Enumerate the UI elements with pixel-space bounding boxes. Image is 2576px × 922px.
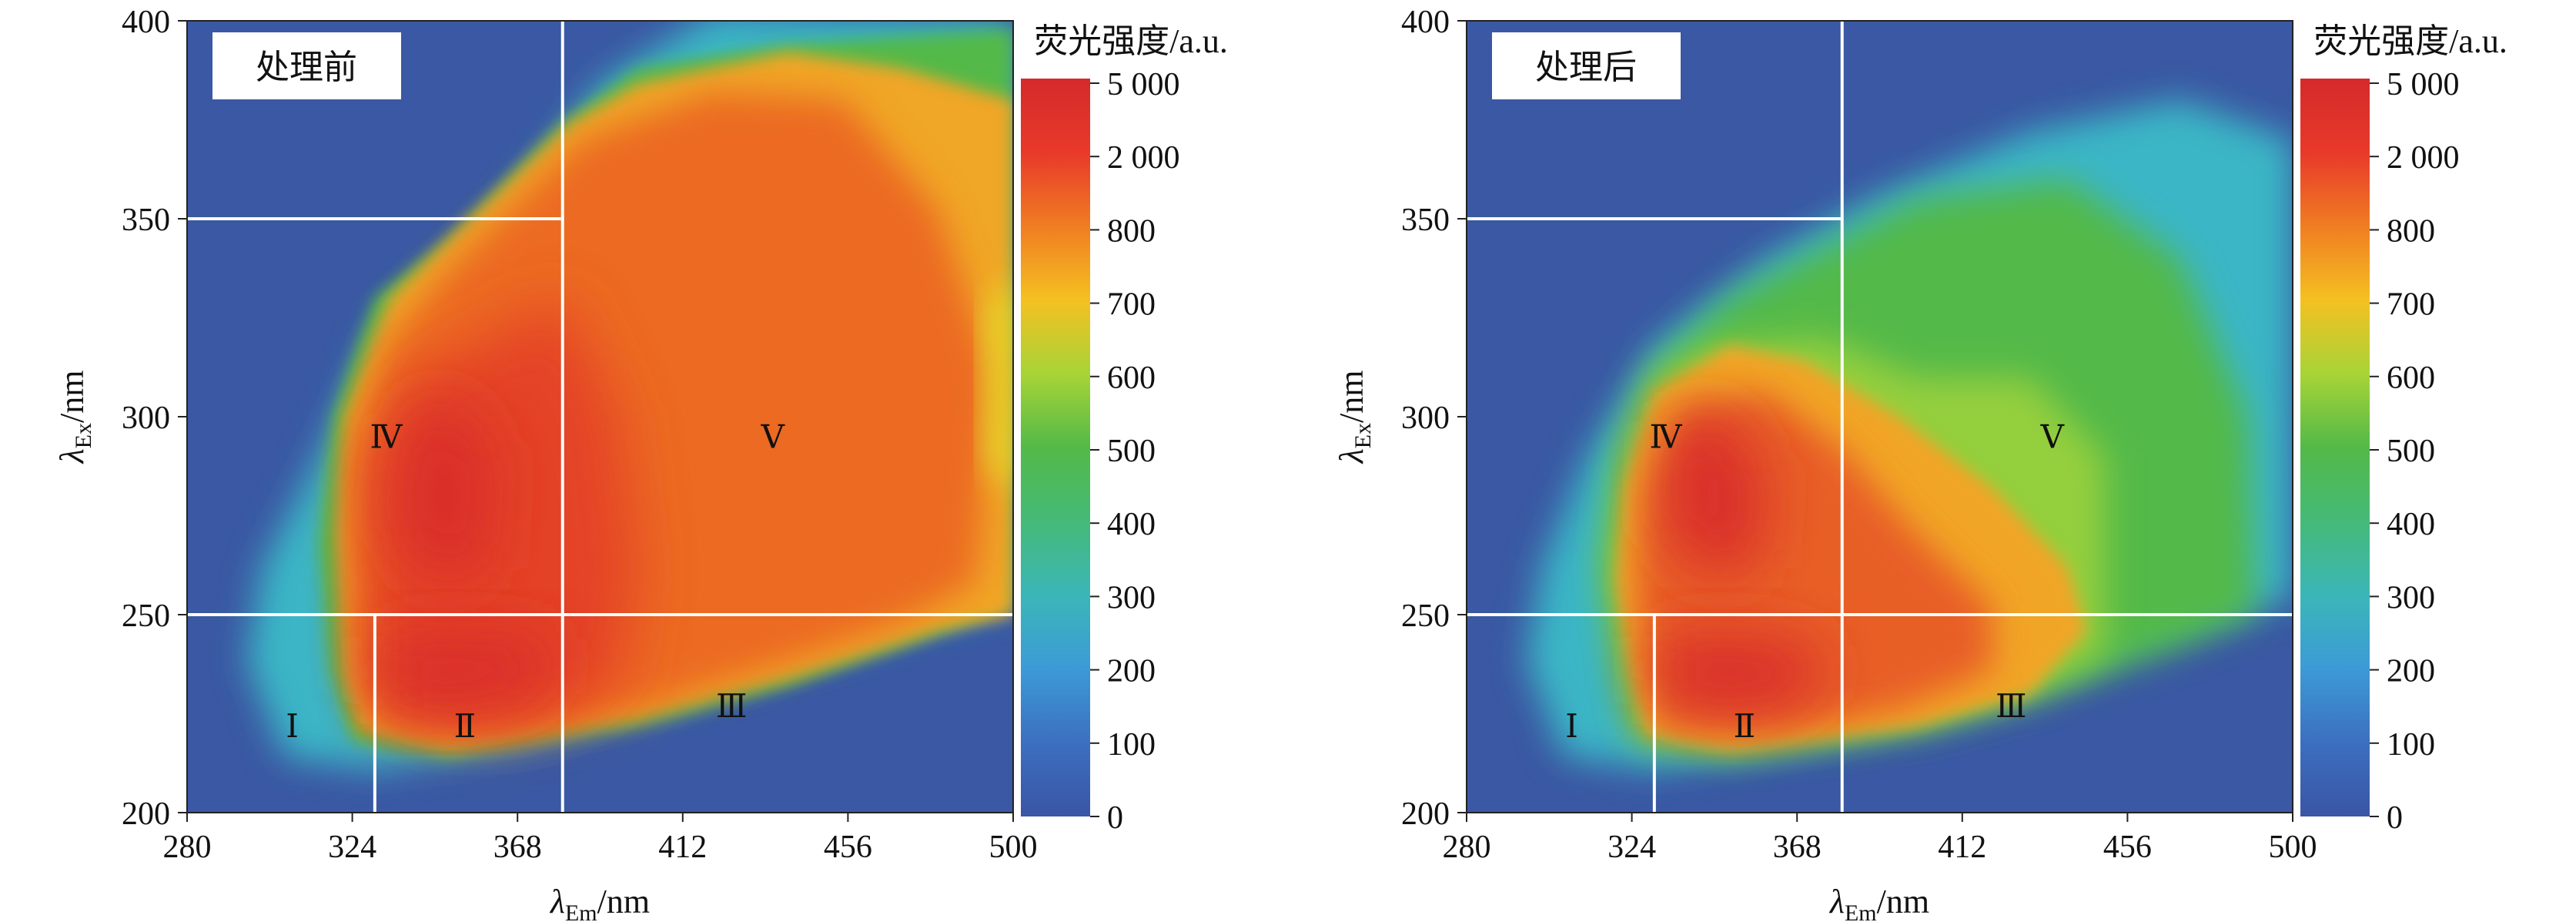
region-label: Ⅱ [1734,709,1756,745]
colorbar [1021,79,1090,816]
panel-title: 处理前 [256,49,357,86]
region-label: Ⅱ [454,709,477,745]
colorbar-tick-label: 100 [2387,727,2435,763]
panel-title-box [1492,32,1681,99]
y-tick-label: 200 [122,796,170,832]
heatmap-contour-layer-6 [382,630,555,714]
colorbar-tick-label: 400 [1107,507,1156,542]
colorbar-tick-label: 5 000 [2387,67,2460,102]
heatmap-field [247,21,1013,769]
colorbar-tick-label: 100 [1107,727,1156,763]
colorbar-tick-label: 200 [1107,654,1156,689]
region-label: Ⅰ [1565,709,1578,745]
x-tick-label: 324 [1607,830,1656,865]
x-tick-label: 280 [1443,830,1491,865]
colorbar [2300,79,2370,816]
colorbar-tick-label: 700 [2387,287,2435,323]
x-tick-label: 368 [493,830,542,865]
y-axis-label: λEx/nm [53,370,96,465]
y-tick-label: 400 [122,5,170,40]
y-axis-label: λEx/nm [1333,370,1376,465]
colorbar-tick-label: 500 [1107,434,1156,469]
y-tick-label: 250 [122,598,170,634]
x-axis-label: λEm/nm [549,883,650,922]
y-tick-label: 300 [1401,401,1450,436]
colorbar-tick-label: 0 [1107,800,1123,836]
y-tick-label: 350 [122,203,170,238]
x-tick-label: 368 [1773,830,1822,865]
heatmap-contour-layer-6 [1654,630,1828,718]
colorbar-tick-label: 800 [2387,213,2435,249]
region-label: Ⅴ [761,421,785,456]
colorbar-label: 荧光强度/a.u. [1034,22,1228,60]
colorbar-tick-label: 800 [1107,213,1156,249]
colorbar-tick-label: 600 [1107,360,1156,396]
chart-panel-after: 处理后 Ⅰ Ⅱ Ⅲ Ⅳ Ⅴ 280 324 368 412 456 500 200 250 300 350 40… [1333,5,2507,922]
x-tick-label: 324 [328,830,376,865]
colorbar-tick-label: 2 000 [1107,140,1180,176]
colorbar-tick-label: 300 [1107,580,1156,615]
colorbar-tick-label: 5 000 [1107,67,1180,102]
region-label: Ⅴ [2040,421,2065,456]
colorbar-tick-label: 200 [2387,654,2435,689]
heatmap-contour-layer-5 [1661,408,1768,575]
heatmap-contour-layer-7 [986,273,1013,496]
x-tick-label: 500 [989,830,1038,865]
colorbar-label: 荧光强度/a.u. [2313,22,2507,60]
colorbar-tick-label: 400 [2387,507,2435,542]
x-tick-label: 280 [163,830,212,865]
panel-title: 处理后 [1535,49,1637,86]
colorbar-tick-label: 600 [2387,360,2435,396]
y-tick-label: 200 [1401,796,1450,832]
colorbar-tick-label: 2 000 [2387,140,2460,176]
x-axis-label: λEm/nm [1828,883,1929,922]
region-label: Ⅲ [1996,689,2027,725]
x-tick-label: 456 [2103,830,2152,865]
panel-title-box [212,32,401,99]
heatmap-contour-layer-5 [393,397,495,583]
region-label: Ⅰ [286,709,299,745]
colorbar-tick-label: 0 [2387,800,2403,836]
x-tick-label: 456 [824,830,872,865]
chart-panel-before: 处理前 Ⅰ Ⅱ Ⅲ Ⅳ Ⅴ 280 324 368 412 456 500 200 250 300 350 40… [53,5,1228,922]
region-label: Ⅳ [1650,421,1683,456]
y-tick-label: 400 [1401,5,1450,40]
region-label: Ⅲ [716,689,748,725]
colorbar-tick-label: 700 [1107,287,1156,323]
x-tick-label: 412 [658,830,707,865]
x-tick-label: 500 [2269,830,2317,865]
region-label: Ⅳ [370,421,403,456]
y-tick-label: 350 [1401,203,1450,238]
x-tick-label: 412 [1938,830,1986,865]
y-tick-label: 300 [122,401,170,436]
heatmap-field [1527,99,2293,769]
colorbar-tick-label: 300 [2387,580,2435,615]
colorbar-tick-label: 500 [2387,434,2435,469]
y-tick-label: 250 [1401,598,1450,634]
